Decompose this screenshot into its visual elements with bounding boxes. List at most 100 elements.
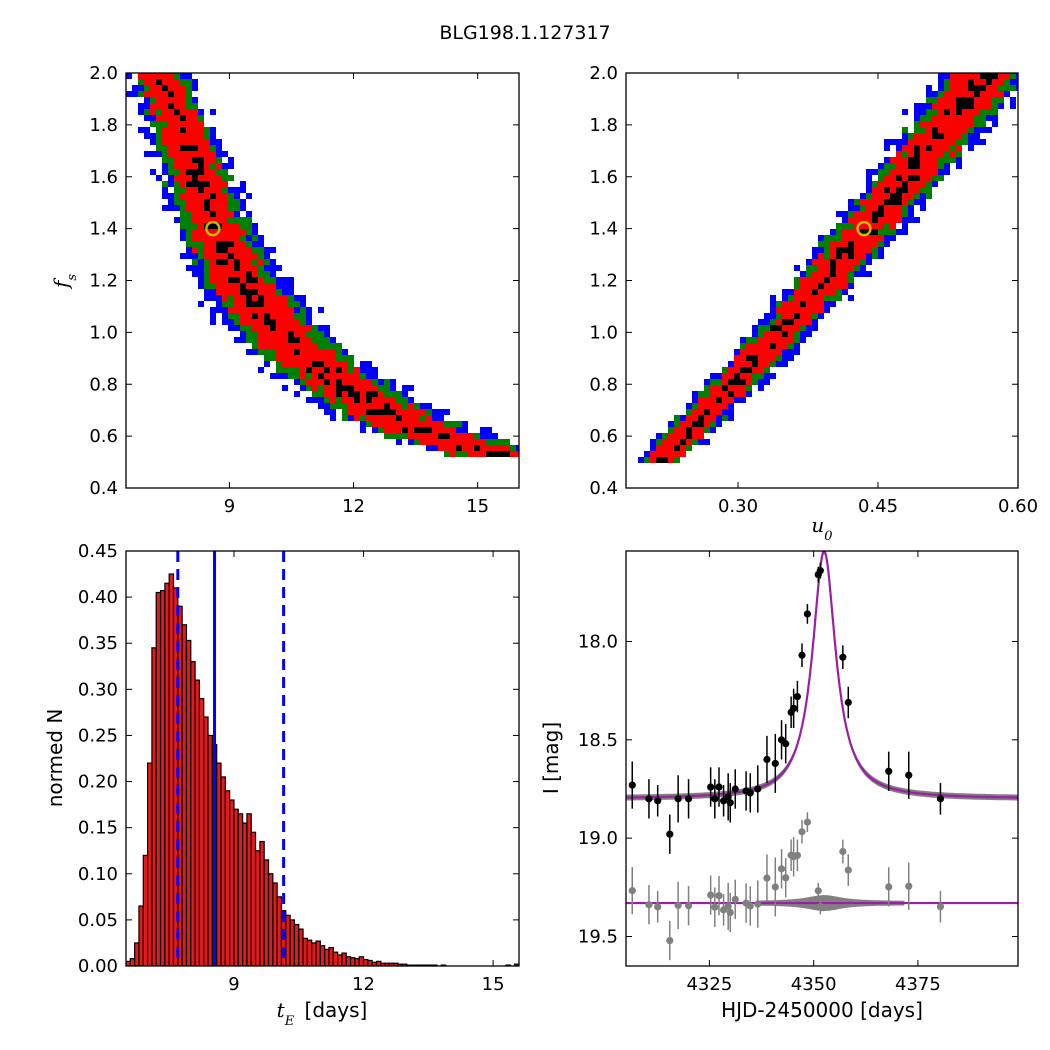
heatmap-cell [842, 283, 848, 289]
heatmap-cell [402, 433, 408, 439]
heatmap-cell [372, 415, 378, 421]
heatmap-cell [764, 361, 770, 367]
heatmap-cell [968, 145, 974, 151]
heatmap-cell [650, 457, 656, 463]
heatmap-cell [330, 349, 336, 355]
heatmap-cell [866, 187, 872, 193]
heatmap-cell [162, 163, 168, 169]
heatmap-cell [830, 235, 836, 241]
heatmap-cell [872, 181, 878, 187]
heatmap-cell [306, 397, 312, 403]
heatmap-cell [920, 139, 926, 145]
heatmap-cell [186, 211, 192, 217]
heatmap-cell [872, 169, 878, 175]
histogram-bar [315, 940, 321, 966]
heatmap-cell [276, 349, 282, 355]
heatmap-cell [728, 385, 734, 391]
heatmap-cell [252, 289, 258, 295]
heatmap-cell [854, 241, 860, 247]
heatmap-cell [192, 169, 198, 175]
histogram-bar [138, 905, 144, 966]
heatmap-cell [330, 397, 336, 403]
heatmap-cell [956, 151, 962, 157]
heatmap-cell [342, 385, 348, 391]
data-point [731, 785, 739, 793]
heatmap-cell [390, 409, 396, 415]
heatmap-cell [162, 115, 168, 121]
heatmap-cell [222, 223, 228, 229]
heatmap-cell [890, 169, 896, 175]
heatmap-cell [180, 115, 186, 121]
x-tick-label: 9 [228, 974, 239, 995]
histogram-bar [194, 679, 201, 966]
heatmap-cell [788, 307, 794, 313]
heatmap-cell [174, 199, 180, 205]
y-tick-label: 0.00 [78, 956, 118, 977]
heatmap-cell [812, 295, 818, 301]
heatmap-cell [318, 343, 324, 349]
heatmap-cell [198, 133, 204, 139]
heatmap-cell [962, 85, 968, 91]
heatmap-cell [372, 421, 378, 427]
heatmap-cell [252, 241, 258, 247]
heatmap-cell [794, 283, 800, 289]
heatmap-cell [686, 445, 692, 451]
heatmap-cell [342, 391, 348, 397]
heatmap-cell [186, 223, 192, 229]
panel-fs-vs-u0: 0.40.60.81.01.21.41.61.82.00.30 0.45 0.60u… [589, 63, 1038, 544]
heatmap-cell [462, 451, 468, 457]
heatmap-cell [180, 73, 186, 79]
heatmap-cell [132, 85, 138, 91]
data-point [839, 653, 847, 661]
heatmap-cell [366, 367, 372, 373]
heatmap-cell [914, 157, 920, 163]
heatmap-cell [294, 361, 300, 367]
heatmap-cell [234, 241, 240, 247]
heatmap-cell [830, 247, 836, 253]
heatmap-cell [686, 421, 692, 427]
x-tick-label: 0.60 [998, 496, 1038, 517]
heatmap-cell [836, 211, 842, 217]
histogram-bar [324, 948, 330, 966]
heatmap-cell [330, 409, 336, 415]
heatmap-cell [878, 175, 884, 181]
heatmap-cell [402, 421, 408, 427]
heatmap-cell [192, 193, 198, 199]
heatmap-cell [210, 175, 216, 181]
heatmap-cell [968, 85, 974, 91]
heatmap-cell [282, 367, 288, 373]
y-tick-label: 1.6 [89, 167, 118, 188]
heatmap-cell [348, 397, 354, 403]
heatmap-cell [210, 211, 216, 217]
heatmap-cell [126, 91, 132, 97]
heatmap-cell [318, 379, 324, 385]
heatmap-cell [270, 259, 276, 265]
heatmap-cell [402, 385, 408, 391]
heatmap-cell [474, 433, 480, 439]
heatmap-cell [420, 439, 426, 445]
x-tick-label: 12 [342, 496, 365, 517]
heatmap-cell [860, 235, 866, 241]
y-tick-label: 0.20 [78, 772, 118, 793]
histogram-bar [285, 914, 291, 966]
heatmap-cell [198, 217, 204, 223]
heatmap-cell [138, 103, 144, 109]
data-point [684, 795, 693, 803]
heatmap-cell [980, 139, 986, 145]
histogram-bar [185, 639, 192, 966]
data-point [711, 795, 719, 803]
heatmap-cell [426, 403, 432, 409]
heatmap-cell [890, 175, 896, 181]
heatmap-cell [402, 415, 408, 421]
heatmap-cell [974, 109, 980, 115]
heatmap-cell [318, 325, 324, 331]
heatmap-cell [408, 439, 414, 445]
heatmap-cell [228, 319, 234, 325]
heatmap-cell [264, 361, 270, 367]
heatmap-cell [740, 343, 746, 349]
heatmap-cell [800, 295, 806, 301]
heatmap-cell [414, 415, 420, 421]
data-point [674, 795, 682, 803]
heatmap-cell [770, 325, 776, 331]
heatmap-cell [956, 79, 962, 85]
